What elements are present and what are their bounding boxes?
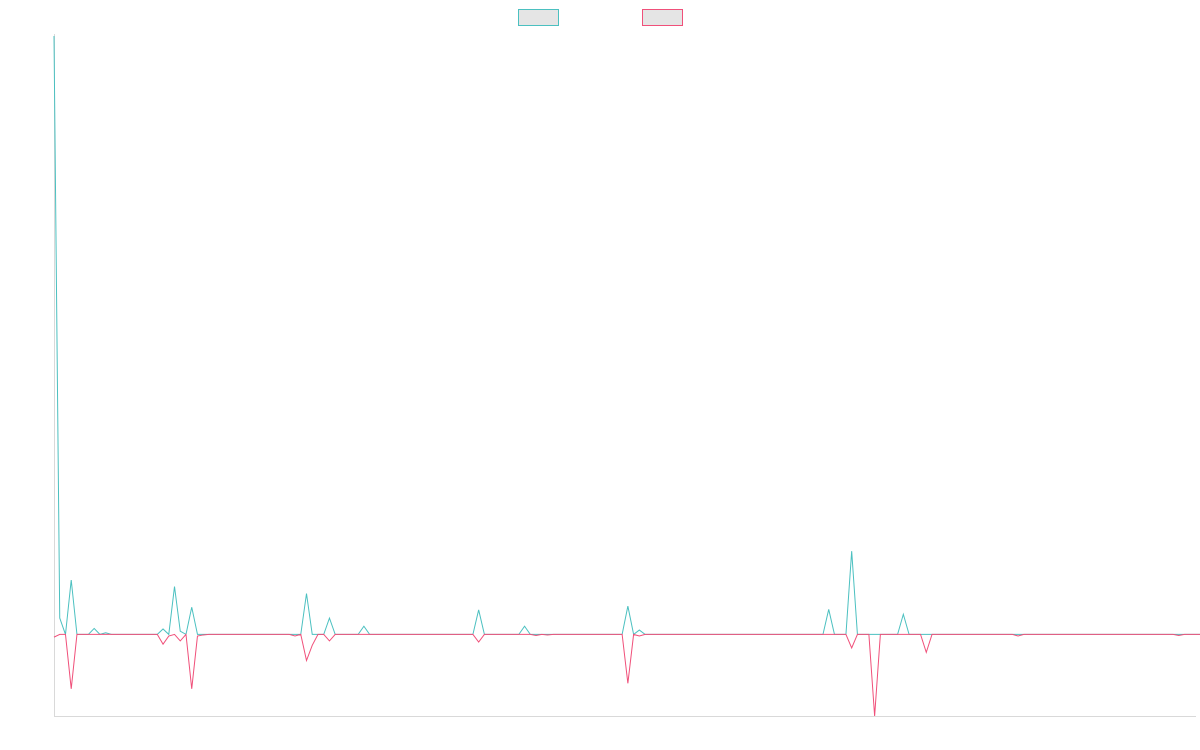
series-1-line (53, 35, 1200, 636)
legend-swatch-2[interactable] (642, 9, 683, 26)
series-2 (53, 633, 1200, 717)
series-group (53, 35, 1200, 717)
series-2-line (53, 633, 1200, 717)
legend[interactable] (518, 9, 683, 26)
axes (54, 34, 1196, 717)
legend-swatch-1[interactable] (518, 9, 559, 26)
series-1 (53, 35, 1200, 636)
